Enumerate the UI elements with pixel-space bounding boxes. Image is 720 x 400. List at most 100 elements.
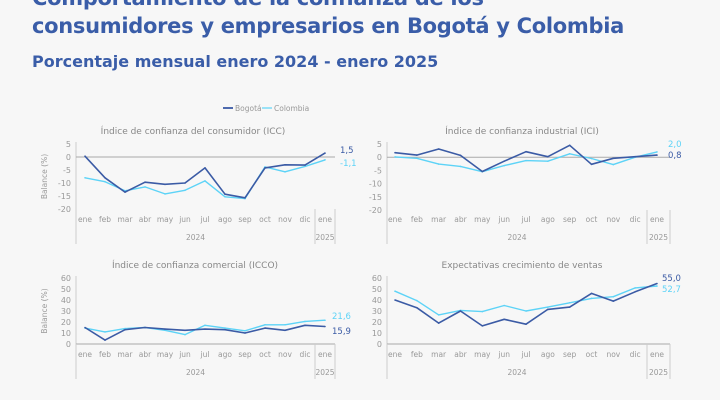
x-tick-label: ago [541,350,555,359]
series-line-colombia [394,151,658,173]
data-point [304,320,306,323]
data-point [590,297,593,300]
data-point [244,332,246,334]
x-tick-label: jul [200,350,210,359]
x-tick-label: abr [454,215,467,224]
data-point [590,163,593,166]
x-tick-label: dic [300,215,311,224]
legend-label: Colombia [274,104,309,113]
y-axis-label: Balance (%) [40,288,49,333]
x-tick-label: feb [99,215,111,224]
end-value-label: 1,5 [340,146,354,156]
data-point [104,177,106,179]
data-point [304,164,306,166]
data-point [264,323,266,326]
y-tick-label: 60 [61,274,71,283]
data-point [104,180,106,183]
data-point [284,171,286,173]
x-tick-label: may [157,350,174,359]
y-tick-label: -5 [374,166,382,175]
data-point [568,144,571,147]
data-point [459,310,462,312]
chart-3: Índice de confianza comercial (ICCO) Bala… [40,259,351,379]
data-point [284,164,286,166]
data-point [503,318,505,321]
y-tick-label: 20 [61,318,71,327]
data-point [568,306,571,308]
x-tick-label: nov [606,350,620,359]
data-point [104,331,106,333]
data-point [204,167,206,169]
data-point [244,330,246,332]
data-point [634,155,636,158]
data-point [612,300,615,302]
y-tick-label: 5 [377,140,382,149]
end-value-label: 0,8 [668,151,682,161]
y-tick-label: 0 [377,340,382,349]
x-tick-label: ago [541,215,555,224]
x-tick-label: jul [521,215,531,224]
data-point [144,181,146,184]
data-point [204,324,206,327]
series-line-bogota [84,324,326,341]
end-value-label: 21,6 [332,312,351,322]
data-point [525,150,527,153]
data-point [416,306,418,309]
x-tick-label: may [474,215,491,224]
data-point [481,170,484,173]
chart-title: Índice de confianza del consumidor (ICC) [101,125,286,137]
data-point [547,160,549,162]
data-point [184,333,186,336]
x-tick-label: ene [650,350,664,359]
end-value-label: 55,0 [662,274,681,284]
data-point [394,290,396,293]
y-tick-label: 30 [372,307,382,316]
subtitle: Porcentaje mensual enero 2024 - enero 20… [32,52,439,71]
x-year-label: 2024 [186,233,205,242]
x-tick-label: nov [278,350,292,359]
x-tick-label: jun [178,350,191,359]
y-tick-label: -20 [58,205,71,214]
chart-1: Índice de confianza del consumidor (ICC)… [40,125,357,244]
x-tick-label: ago [218,350,232,359]
y-tick-label: -15 [58,192,71,201]
x-tick-label: ago [218,215,232,224]
x-tick-label: nov [606,215,620,224]
x-tick-label: jun [497,350,510,359]
series-line-bogota [394,144,658,173]
x-tick-label: abr [139,215,152,224]
y-tick-label: -20 [369,206,382,215]
x-tick-label: ene [78,350,92,359]
data-point [224,193,226,195]
data-point [84,177,86,179]
x-tick-label: sep [563,215,577,224]
data-point [224,195,226,198]
y-tick-label: -10 [58,179,71,188]
data-point [656,285,658,287]
data-point [264,327,266,329]
data-point [416,299,418,302]
y-tick-label: 60 [372,274,382,283]
y-tick-label: 50 [61,285,71,294]
data-point [568,152,571,155]
data-point [84,326,86,329]
data-point [324,319,326,322]
data-point [525,323,527,326]
x-tick-label: sep [563,350,577,359]
data-point [459,165,462,168]
y-tick-label: 10 [61,329,71,338]
data-point [612,157,615,160]
y-tick-label: 5 [66,140,71,149]
data-point [590,292,593,295]
data-point [164,193,166,195]
x-tick-label: abr [139,350,152,359]
data-point [394,156,396,158]
data-point [324,152,326,154]
data-point [164,183,166,186]
x-tick-label: may [157,215,174,224]
x-year-label: 2025 [649,368,668,377]
data-point [144,326,146,329]
data-point [284,329,286,332]
chart-title: Índice de confianza industrial (ICI) [445,125,599,137]
chart-title: Expectativas crecimiento de ventas [442,261,603,271]
